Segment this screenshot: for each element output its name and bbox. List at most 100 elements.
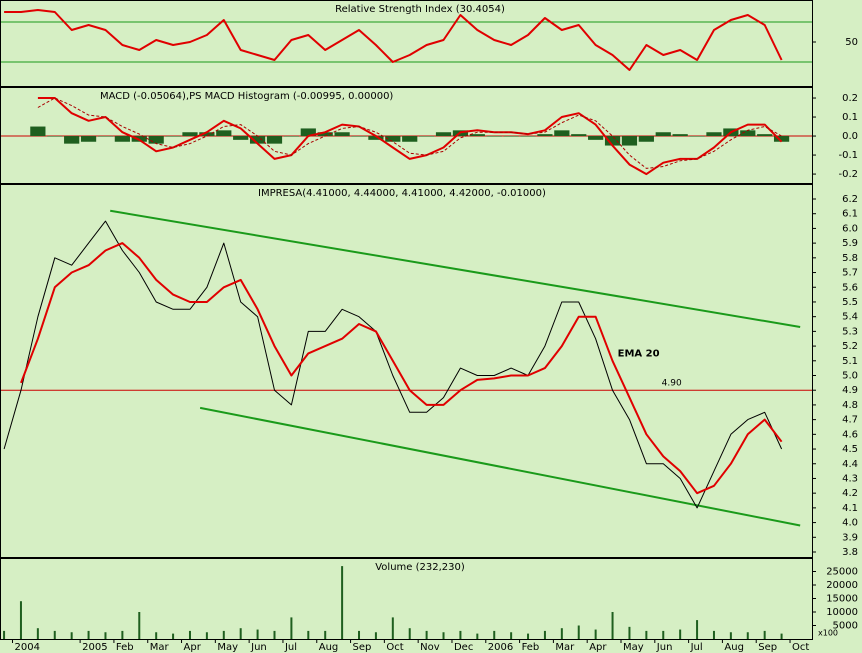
y-tick-label: 4.5 xyxy=(842,444,858,455)
volume-bar xyxy=(53,630,56,639)
volume-bar xyxy=(645,630,648,639)
volume-bar xyxy=(527,633,530,639)
histogram-bar xyxy=(740,130,756,137)
volume-bar xyxy=(256,629,259,639)
volume-bar xyxy=(307,630,310,639)
histogram-bar xyxy=(638,136,654,142)
histogram-bar xyxy=(655,132,671,137)
y-tick-label: 0.0 xyxy=(842,131,858,142)
volume-bar xyxy=(273,630,276,639)
trend-line xyxy=(199,406,801,527)
histogram-bar xyxy=(233,136,249,140)
volume-bar xyxy=(493,630,496,639)
y-tick-label: 5000 xyxy=(833,621,858,632)
histogram-bar xyxy=(419,136,435,137)
y-tick-label: 0.1 xyxy=(842,112,858,123)
y-tick-label: 4.6 xyxy=(842,429,858,440)
y-tick-label: 5.5 xyxy=(842,297,858,308)
volume-bar xyxy=(172,633,175,639)
panel-frame xyxy=(0,0,813,87)
y-tick-label: 4.7 xyxy=(842,415,858,426)
volume-bar xyxy=(442,632,445,639)
volume-bar xyxy=(611,612,614,639)
histogram-bar xyxy=(114,136,130,142)
x-tick-label: Mar xyxy=(555,642,575,653)
x-tick-label: 2004 xyxy=(15,642,40,653)
histogram-bar xyxy=(571,134,587,137)
x-tick-label: Sep xyxy=(758,642,777,653)
volume-bar xyxy=(290,617,293,639)
reference-label: 4.90 xyxy=(662,379,682,389)
volume-bar xyxy=(560,628,563,639)
x-tick-label: Nov xyxy=(420,642,440,653)
histogram-bar xyxy=(47,136,63,137)
x-tick-label: Aug xyxy=(319,642,339,653)
panel-title: MACD (-0.05064),PS MACD Histogram (-0.00… xyxy=(100,91,393,102)
panel-title: Volume (232,230) xyxy=(375,562,465,573)
histogram-bar xyxy=(689,136,705,137)
volume-bar xyxy=(746,632,749,639)
volume-bar xyxy=(510,632,513,639)
volume-bar xyxy=(628,626,631,639)
series-line xyxy=(4,9,783,71)
histogram-bar xyxy=(503,136,519,137)
histogram-bar xyxy=(300,128,316,137)
volume-bar xyxy=(205,632,208,639)
y-tick-label: 3.9 xyxy=(842,532,858,543)
histogram-bar xyxy=(165,136,181,137)
y-tick-label: 5.1 xyxy=(842,356,858,367)
x-tick-label: Oct xyxy=(386,642,403,653)
volume-bar xyxy=(425,630,428,639)
histogram-bar xyxy=(97,136,114,137)
histogram-bar xyxy=(283,136,300,137)
series-line xyxy=(37,97,783,176)
histogram-bar xyxy=(773,136,790,142)
volume-bar xyxy=(19,601,22,639)
histogram-bar xyxy=(757,134,773,137)
histogram-bar xyxy=(30,126,46,137)
y-tick-label: 4.8 xyxy=(842,400,858,411)
x-tick-label: Mar xyxy=(150,642,170,653)
x-tick-label: 2006 xyxy=(488,642,513,653)
volume-bar xyxy=(763,630,766,639)
volume-bar xyxy=(138,612,141,639)
y-tick-label: 5.4 xyxy=(842,312,858,323)
histogram-bar xyxy=(402,136,418,142)
y-tick-label: 3.8 xyxy=(842,547,858,558)
volume-bar xyxy=(104,632,107,639)
histogram-bar xyxy=(80,136,97,142)
y-tick-label: 10000 xyxy=(826,607,858,618)
histogram-bar xyxy=(621,136,638,146)
y-tick-label: 4.1 xyxy=(842,503,858,514)
x-tick-label: 2005 xyxy=(82,642,107,653)
x-tick-label: Jun xyxy=(250,642,267,653)
volume-bar xyxy=(543,630,546,639)
histogram-bar xyxy=(199,132,215,137)
histogram-bar xyxy=(672,134,688,137)
histogram-bar xyxy=(554,130,570,137)
y-tick-label: -0.2 xyxy=(838,169,858,180)
y-tick-label: 4.0 xyxy=(842,518,858,529)
x-tick-label: Jul xyxy=(690,642,703,653)
x-tick-label: Jul xyxy=(284,642,297,653)
trend-line xyxy=(110,209,801,328)
panel-frame xyxy=(0,184,813,558)
panel-title: IMPRESA(4.41000, 4.44000, 4.41000, 4.420… xyxy=(258,188,546,199)
y-tick-label: 25000 xyxy=(826,567,858,578)
volume-bar xyxy=(696,620,699,639)
histogram-bar xyxy=(385,136,401,142)
y-tick-label: 5.9 xyxy=(842,238,858,249)
x-tick-label: Dec xyxy=(454,642,473,653)
x-tick-label: Feb xyxy=(522,642,540,653)
volume-bar xyxy=(188,630,191,639)
volume-bar xyxy=(222,630,225,639)
volume-bar xyxy=(239,628,242,639)
histogram-bar xyxy=(588,136,604,140)
histogram-bar xyxy=(351,136,367,137)
histogram-bar xyxy=(334,132,350,137)
volume-bar xyxy=(358,630,361,639)
x-tick-label: Aug xyxy=(724,642,744,653)
series-line xyxy=(37,97,782,169)
